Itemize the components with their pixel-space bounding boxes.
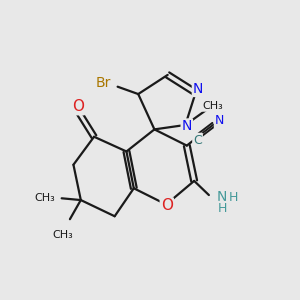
Text: N: N	[193, 82, 203, 96]
Text: CH₃: CH₃	[53, 230, 74, 240]
Text: C: C	[193, 134, 202, 147]
Text: CH₃: CH₃	[202, 101, 223, 111]
Text: N: N	[182, 119, 192, 134]
Text: H: H	[229, 190, 238, 204]
Text: N: N	[215, 115, 224, 128]
Text: O: O	[72, 99, 84, 114]
Text: CH₃: CH₃	[34, 193, 55, 203]
Text: O: O	[161, 198, 173, 213]
Text: Br: Br	[95, 76, 111, 90]
Text: N: N	[217, 190, 227, 204]
Text: H: H	[218, 202, 227, 214]
